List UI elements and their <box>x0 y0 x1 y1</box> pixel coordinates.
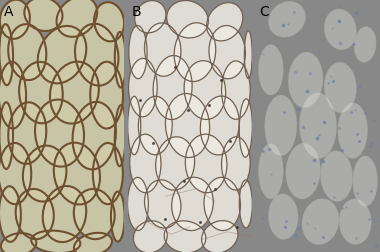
Ellipse shape <box>320 151 353 202</box>
Ellipse shape <box>133 221 167 252</box>
Ellipse shape <box>33 227 41 237</box>
Ellipse shape <box>144 180 181 228</box>
Ellipse shape <box>8 103 46 164</box>
Ellipse shape <box>338 103 367 159</box>
Ellipse shape <box>23 146 66 202</box>
Ellipse shape <box>129 26 147 79</box>
Ellipse shape <box>115 33 126 88</box>
Ellipse shape <box>6 25 14 36</box>
Ellipse shape <box>268 2 306 38</box>
Ellipse shape <box>0 143 31 204</box>
Ellipse shape <box>207 4 243 42</box>
Ellipse shape <box>222 61 250 120</box>
Ellipse shape <box>184 61 226 120</box>
Ellipse shape <box>302 199 339 245</box>
Ellipse shape <box>324 10 356 50</box>
Ellipse shape <box>52 151 60 161</box>
Ellipse shape <box>128 97 141 155</box>
Ellipse shape <box>138 97 172 155</box>
Text: A: A <box>4 5 13 19</box>
Ellipse shape <box>115 106 126 167</box>
Ellipse shape <box>0 62 26 129</box>
Text: C: C <box>260 5 269 19</box>
Ellipse shape <box>31 231 80 252</box>
Ellipse shape <box>299 93 337 159</box>
Ellipse shape <box>239 180 252 228</box>
Ellipse shape <box>0 103 13 169</box>
Ellipse shape <box>353 156 377 207</box>
Ellipse shape <box>172 178 213 231</box>
Ellipse shape <box>128 59 157 117</box>
Ellipse shape <box>200 97 239 155</box>
Ellipse shape <box>128 178 148 231</box>
Ellipse shape <box>258 144 283 199</box>
Ellipse shape <box>268 194 298 239</box>
Ellipse shape <box>185 135 227 193</box>
Ellipse shape <box>244 32 252 79</box>
Ellipse shape <box>90 62 123 129</box>
Ellipse shape <box>35 100 84 167</box>
Ellipse shape <box>74 233 112 252</box>
Ellipse shape <box>286 143 320 199</box>
Ellipse shape <box>43 186 86 242</box>
Ellipse shape <box>108 108 115 119</box>
Ellipse shape <box>204 178 241 231</box>
Ellipse shape <box>94 3 124 42</box>
Ellipse shape <box>165 94 210 158</box>
Text: B: B <box>132 5 141 19</box>
Ellipse shape <box>156 137 195 190</box>
Ellipse shape <box>144 24 181 77</box>
Ellipse shape <box>239 100 252 158</box>
Ellipse shape <box>38 27 86 84</box>
Ellipse shape <box>130 135 161 193</box>
Ellipse shape <box>111 192 125 242</box>
Ellipse shape <box>135 2 166 34</box>
Ellipse shape <box>73 102 116 170</box>
Ellipse shape <box>3 151 10 161</box>
Ellipse shape <box>201 221 238 252</box>
Ellipse shape <box>153 56 192 120</box>
Ellipse shape <box>50 62 99 124</box>
Ellipse shape <box>0 1 30 40</box>
Ellipse shape <box>258 45 283 96</box>
Ellipse shape <box>167 2 208 39</box>
Ellipse shape <box>93 143 123 204</box>
Ellipse shape <box>24 0 62 32</box>
Ellipse shape <box>98 191 105 202</box>
Ellipse shape <box>288 53 323 108</box>
Ellipse shape <box>209 26 245 79</box>
Ellipse shape <box>16 189 54 239</box>
Ellipse shape <box>164 221 206 252</box>
Ellipse shape <box>114 25 122 35</box>
Ellipse shape <box>354 27 376 63</box>
Ellipse shape <box>75 25 119 86</box>
Ellipse shape <box>265 96 297 156</box>
Ellipse shape <box>8 25 46 81</box>
Ellipse shape <box>19 63 63 124</box>
Ellipse shape <box>222 137 250 190</box>
Ellipse shape <box>54 143 100 205</box>
Ellipse shape <box>174 24 216 82</box>
Ellipse shape <box>74 189 115 239</box>
Ellipse shape <box>1 233 36 252</box>
Ellipse shape <box>0 25 13 86</box>
Ellipse shape <box>57 0 97 38</box>
Ellipse shape <box>0 186 21 242</box>
Ellipse shape <box>324 63 356 113</box>
Ellipse shape <box>19 70 26 81</box>
Ellipse shape <box>339 199 371 244</box>
